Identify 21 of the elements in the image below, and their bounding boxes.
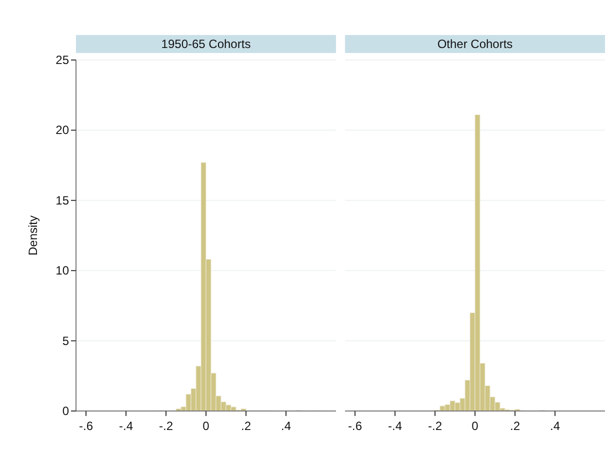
x-tick-label: .2 xyxy=(510,419,520,433)
x-tick-label: -.6 xyxy=(348,419,362,433)
x-tick-label: 0 xyxy=(472,419,479,433)
x-tick-label: -.4 xyxy=(388,419,402,433)
x-tick-label: -.2 xyxy=(428,419,442,433)
chart-title: Other Cohorts xyxy=(437,37,513,51)
chart-title: 1950-65 Cohorts xyxy=(161,37,251,51)
y-tick-label: 0 xyxy=(62,404,70,418)
x-tick-label: .4 xyxy=(280,419,292,433)
x-tick-label: .2 xyxy=(240,419,252,433)
y-tick-label: 10 xyxy=(56,264,70,278)
y-tick-label: 15 xyxy=(56,193,70,208)
y-axis-title: Density xyxy=(26,215,40,256)
y-tick-label: 20 xyxy=(56,123,70,138)
x-tick-label: .4 xyxy=(550,419,560,433)
x-tick-label: -.4 xyxy=(118,419,134,433)
x-tick-label: -.2 xyxy=(158,419,174,433)
y-tick-label: 5 xyxy=(62,334,70,348)
x-tick-label: -.6 xyxy=(78,419,94,433)
y-tick-label: 25 xyxy=(56,53,70,67)
x-tick-label: 0 xyxy=(202,419,210,433)
